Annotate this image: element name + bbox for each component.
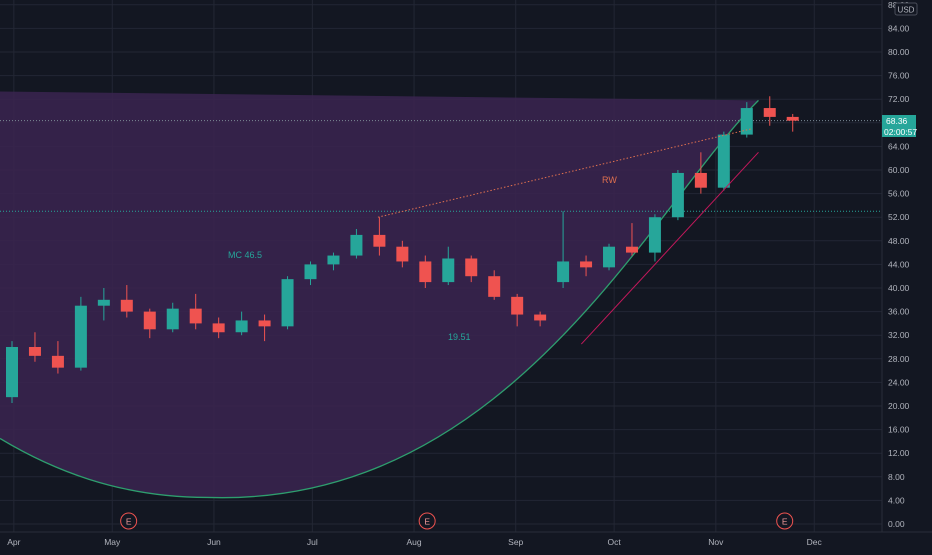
rw-annotation: RW bbox=[602, 175, 617, 185]
earnings-label: E bbox=[424, 517, 430, 527]
time-axis[interactable]: Apr May Jun Jul Aug Sep Oct Nov Dec bbox=[7, 537, 822, 547]
candle-body bbox=[143, 311, 156, 330]
price-tick-label: 8.00 bbox=[888, 472, 905, 482]
candle-body bbox=[350, 234, 363, 256]
currency-label: USD bbox=[898, 6, 915, 15]
candle-body bbox=[373, 234, 386, 247]
reference-lines bbox=[0, 120, 882, 212]
candle-body bbox=[488, 276, 501, 297]
countdown-tag bbox=[882, 126, 916, 137]
candle-body bbox=[396, 246, 409, 262]
candle-body bbox=[465, 258, 478, 277]
candle-body bbox=[648, 217, 661, 253]
price-tick-label: 32.00 bbox=[888, 330, 910, 340]
candle-body bbox=[6, 347, 18, 398]
candle-body bbox=[74, 305, 87, 368]
candle-body bbox=[28, 347, 41, 356]
candle-body bbox=[625, 246, 638, 253]
earnings-label: E bbox=[782, 517, 788, 527]
price-tick-label: 20.00 bbox=[888, 401, 910, 411]
price-tick-label: 16.00 bbox=[888, 425, 910, 435]
price-tick-label: 36.00 bbox=[888, 307, 910, 317]
time-tick-label: Oct bbox=[608, 537, 622, 547]
earnings-label: E bbox=[126, 517, 132, 527]
cup-curve bbox=[0, 99, 759, 499]
candle-body bbox=[212, 323, 225, 333]
candle-body bbox=[419, 261, 432, 283]
time-tick-label: Dec bbox=[807, 537, 823, 547]
candle-body bbox=[97, 299, 110, 306]
earnings-marker bbox=[776, 512, 794, 530]
support-trend-line bbox=[580, 151, 759, 345]
price-tick-label: 40.00 bbox=[888, 283, 910, 293]
candle-body bbox=[603, 246, 616, 268]
candle-body bbox=[51, 355, 64, 368]
rw-trend-line bbox=[377, 128, 753, 218]
mc-annotation: MC 46.5 bbox=[228, 250, 262, 260]
price-tick-label: 60.00 bbox=[888, 165, 910, 175]
price-axis[interactable]: 0.00 4.00 8.00 12.00 16.00 20.00 24.00 28.00 32.… bbox=[888, 0, 910, 529]
value-annotation: 19.51 bbox=[448, 332, 471, 342]
price-tick-label: 80.00 bbox=[888, 47, 910, 57]
candle-body bbox=[740, 108, 753, 135]
cup-pattern bbox=[0, 91, 759, 499]
candle-body bbox=[120, 299, 133, 312]
candle-body bbox=[235, 320, 248, 333]
time-tick-label: Aug bbox=[406, 537, 421, 547]
price-tick-label: 44.00 bbox=[888, 259, 910, 269]
earnings-marker bbox=[120, 512, 138, 530]
price-tick-label: 28.00 bbox=[888, 354, 910, 364]
price-tick-label: 76.00 bbox=[888, 71, 910, 81]
candle-body bbox=[671, 172, 684, 218]
candle-body bbox=[534, 314, 547, 321]
last-price-label: 68.36 bbox=[886, 116, 908, 126]
price-tick-label: 72.00 bbox=[888, 94, 910, 104]
currency-badge[interactable] bbox=[894, 2, 918, 16]
candlesticks bbox=[6, 96, 799, 404]
time-tick-label: Jun bbox=[207, 537, 221, 547]
price-tick-label: 0.00 bbox=[888, 519, 905, 529]
price-tick-label: 48.00 bbox=[888, 236, 910, 246]
price-tick-label: 4.00 bbox=[888, 495, 905, 505]
price-tick-label: 24.00 bbox=[888, 377, 910, 387]
candle-body bbox=[442, 258, 455, 283]
candle-body bbox=[327, 255, 340, 265]
price-tick-label: 56.00 bbox=[888, 189, 910, 199]
trend-drawings bbox=[377, 128, 759, 345]
candle-body bbox=[304, 264, 317, 280]
time-tick-label: Nov bbox=[708, 537, 724, 547]
price-tick-label: 64.00 bbox=[888, 141, 910, 151]
time-tick-label: May bbox=[104, 537, 121, 547]
time-tick-label: Sep bbox=[508, 537, 523, 547]
candle-body bbox=[189, 308, 202, 324]
time-tick-label: Apr bbox=[7, 537, 20, 547]
price-tick-label: 12.00 bbox=[888, 448, 910, 458]
last-price-tag bbox=[882, 115, 916, 126]
candle-body bbox=[258, 320, 271, 327]
cup-fill bbox=[0, 91, 759, 498]
candle-body bbox=[281, 279, 294, 327]
candle-body bbox=[694, 172, 707, 188]
price-tick-label: 52.00 bbox=[888, 212, 910, 222]
candle-body bbox=[786, 116, 799, 121]
time-tick-label: Jul bbox=[307, 537, 318, 547]
candle-body bbox=[580, 261, 593, 268]
price-tick-label: 84.00 bbox=[888, 23, 910, 33]
candle-body bbox=[557, 261, 570, 283]
candle-body bbox=[511, 296, 524, 315]
candle-body bbox=[166, 308, 179, 330]
earnings-marker bbox=[418, 512, 436, 530]
candle-body bbox=[763, 108, 776, 117]
candle-body bbox=[717, 134, 730, 188]
countdown-label: 02:00:57 bbox=[884, 127, 917, 137]
